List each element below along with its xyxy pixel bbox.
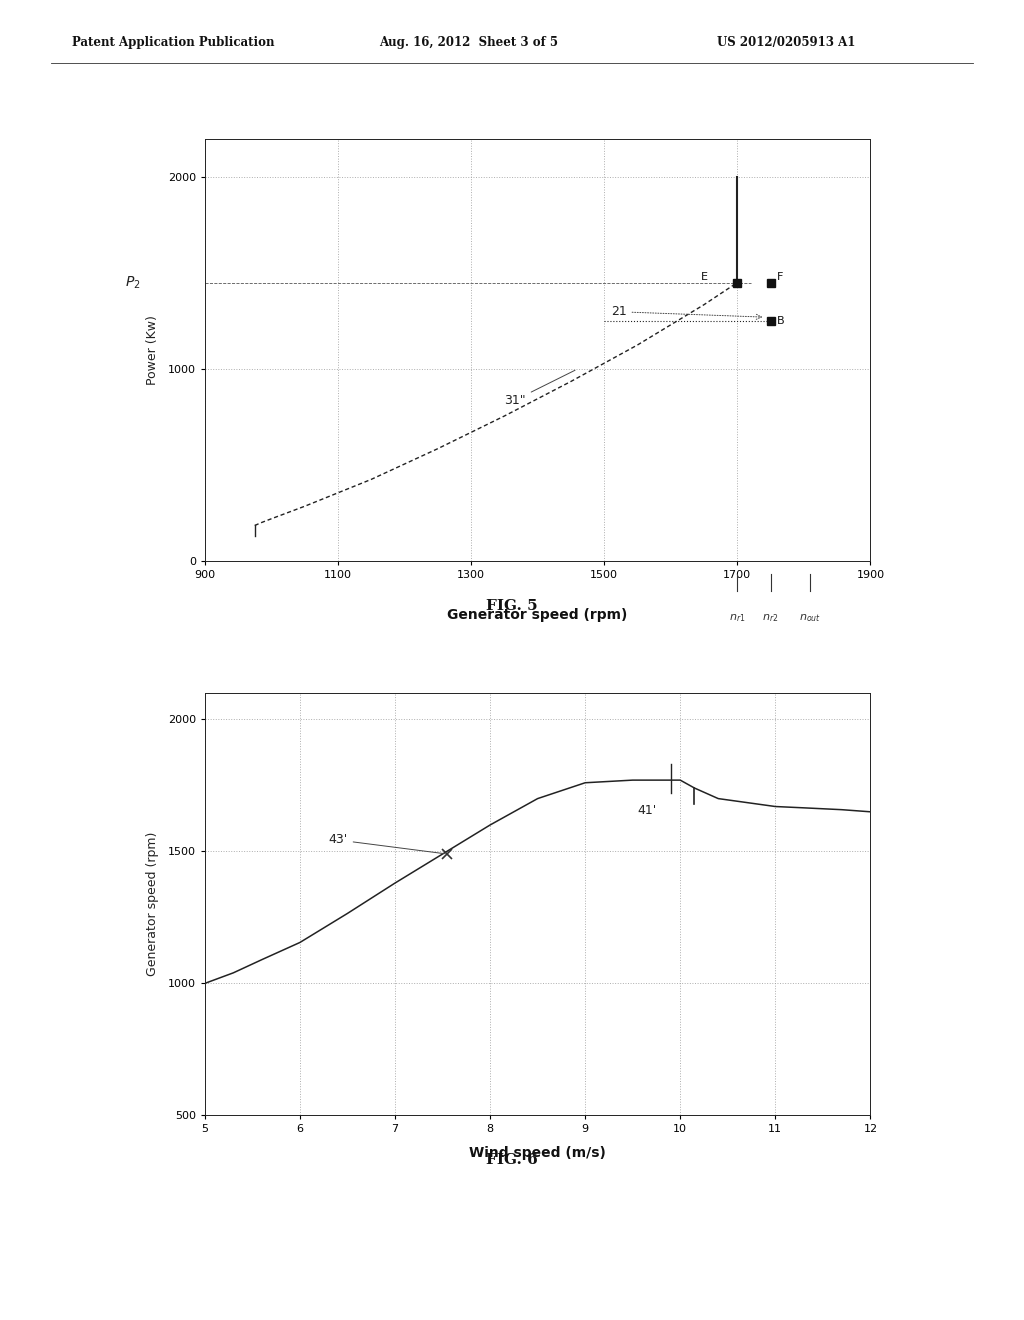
Text: E: E (700, 272, 708, 281)
X-axis label: Generator speed (rpm): Generator speed (rpm) (447, 607, 628, 622)
X-axis label: Wind speed (m/s): Wind speed (m/s) (469, 1146, 606, 1159)
Text: Aug. 16, 2012  Sheet 3 of 5: Aug. 16, 2012 Sheet 3 of 5 (379, 36, 558, 49)
Text: $n_{out}$: $n_{out}$ (800, 612, 821, 624)
Text: B: B (777, 315, 784, 326)
Text: $n_{r1}$: $n_{r1}$ (729, 612, 745, 624)
Text: F: F (777, 272, 783, 281)
Text: FIG. 5: FIG. 5 (486, 599, 538, 612)
Text: 31": 31" (505, 370, 575, 407)
Text: 43': 43' (329, 833, 444, 854)
Text: $n_{r2}$: $n_{r2}$ (762, 612, 779, 624)
Text: FIG. 6: FIG. 6 (486, 1154, 538, 1167)
Text: Patent Application Publication: Patent Application Publication (72, 36, 274, 49)
Y-axis label: Generator speed (rpm): Generator speed (rpm) (146, 832, 160, 977)
Y-axis label: Power (Kw): Power (Kw) (146, 315, 160, 384)
Text: 21: 21 (610, 305, 762, 319)
Text: 41': 41' (638, 804, 656, 817)
Text: $P_2$: $P_2$ (125, 275, 140, 290)
Text: US 2012/0205913 A1: US 2012/0205913 A1 (717, 36, 855, 49)
